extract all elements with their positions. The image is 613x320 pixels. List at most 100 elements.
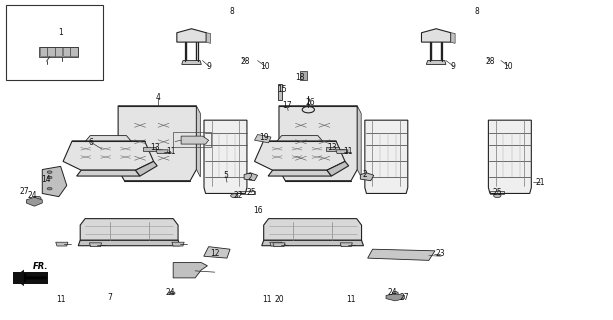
Polygon shape	[63, 141, 154, 170]
Polygon shape	[279, 106, 357, 181]
Text: 6: 6	[89, 138, 94, 147]
Text: 15: 15	[277, 85, 287, 94]
Text: 11: 11	[262, 295, 272, 304]
Polygon shape	[326, 147, 339, 151]
Polygon shape	[13, 272, 48, 284]
Polygon shape	[77, 170, 140, 176]
Circle shape	[230, 194, 238, 197]
Text: 26: 26	[306, 98, 316, 107]
Text: 17: 17	[282, 101, 292, 110]
Text: 7: 7	[107, 293, 112, 302]
Polygon shape	[196, 106, 200, 177]
Text: 16: 16	[253, 206, 262, 215]
Text: 20: 20	[274, 295, 284, 304]
Circle shape	[169, 292, 175, 295]
Polygon shape	[451, 33, 455, 44]
Text: 2: 2	[363, 170, 368, 179]
Polygon shape	[177, 29, 206, 42]
Polygon shape	[204, 120, 247, 194]
Polygon shape	[427, 60, 446, 64]
Text: 2: 2	[248, 173, 253, 182]
Text: FR.: FR.	[33, 262, 49, 271]
Polygon shape	[270, 242, 282, 246]
Text: 11: 11	[343, 147, 353, 156]
Polygon shape	[254, 141, 345, 170]
Text: 25: 25	[246, 188, 256, 197]
Text: 24: 24	[28, 191, 37, 200]
Polygon shape	[340, 243, 352, 247]
Bar	[6, 5, 104, 80]
Text: 9: 9	[206, 61, 211, 70]
Polygon shape	[386, 294, 405, 301]
Polygon shape	[156, 150, 169, 154]
Polygon shape	[86, 136, 131, 141]
Text: 24: 24	[387, 288, 397, 297]
Polygon shape	[70, 47, 78, 56]
Polygon shape	[42, 166, 67, 197]
Text: 13: 13	[150, 143, 159, 152]
Text: 18: 18	[295, 73, 305, 82]
Text: 9: 9	[451, 61, 455, 70]
Polygon shape	[78, 240, 180, 246]
Text: 8: 8	[474, 7, 479, 16]
Text: 19: 19	[259, 133, 268, 142]
Polygon shape	[244, 173, 257, 181]
Polygon shape	[336, 150, 348, 154]
Polygon shape	[56, 242, 68, 246]
Text: 5: 5	[223, 172, 228, 180]
Polygon shape	[26, 197, 42, 206]
Polygon shape	[89, 243, 102, 247]
Polygon shape	[368, 249, 435, 260]
Circle shape	[34, 196, 41, 200]
Polygon shape	[172, 242, 184, 246]
Text: 10: 10	[260, 61, 270, 70]
Polygon shape	[268, 170, 332, 176]
Polygon shape	[118, 106, 196, 181]
Polygon shape	[489, 120, 531, 194]
Text: 10: 10	[503, 61, 513, 70]
Text: 22: 22	[234, 190, 243, 200]
Polygon shape	[357, 106, 361, 177]
Polygon shape	[254, 134, 271, 143]
Text: 8: 8	[229, 7, 234, 16]
Circle shape	[493, 194, 501, 197]
Polygon shape	[204, 247, 230, 258]
Polygon shape	[206, 33, 210, 44]
Polygon shape	[273, 243, 285, 247]
Polygon shape	[262, 240, 364, 246]
Text: 14: 14	[41, 175, 51, 184]
Circle shape	[392, 292, 398, 295]
Text: 27: 27	[400, 293, 409, 302]
Polygon shape	[264, 219, 362, 240]
Text: 1: 1	[58, 28, 63, 37]
Polygon shape	[80, 219, 178, 240]
Text: 12: 12	[210, 250, 219, 259]
Text: 13: 13	[327, 143, 337, 152]
Polygon shape	[277, 136, 322, 141]
Text: 24: 24	[166, 288, 175, 297]
Polygon shape	[360, 173, 374, 181]
Polygon shape	[422, 29, 451, 42]
Text: 21: 21	[535, 178, 545, 187]
Polygon shape	[181, 60, 201, 64]
Polygon shape	[63, 47, 70, 56]
Polygon shape	[181, 136, 208, 144]
Polygon shape	[300, 71, 306, 80]
Text: 28: 28	[240, 57, 250, 66]
Circle shape	[47, 188, 52, 190]
Polygon shape	[135, 161, 157, 176]
Text: 27: 27	[19, 188, 29, 196]
Polygon shape	[143, 147, 156, 151]
Text: 11: 11	[166, 147, 175, 156]
Text: 28: 28	[485, 57, 495, 66]
Text: 11: 11	[56, 295, 66, 304]
Polygon shape	[327, 161, 349, 176]
Bar	[173, 132, 211, 147]
Circle shape	[47, 171, 52, 173]
Polygon shape	[47, 47, 55, 56]
Polygon shape	[173, 263, 207, 278]
Polygon shape	[278, 84, 282, 100]
Text: 11: 11	[346, 295, 356, 304]
Polygon shape	[13, 270, 24, 286]
Text: 25: 25	[492, 188, 502, 197]
